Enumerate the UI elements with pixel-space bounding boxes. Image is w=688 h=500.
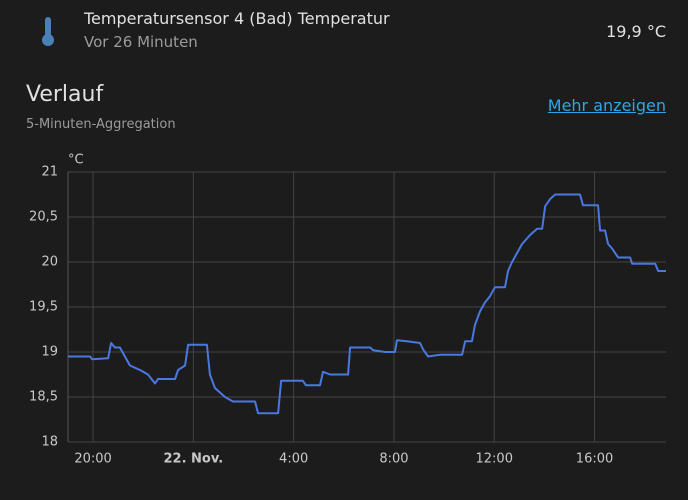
y-tick-label: 20	[41, 255, 58, 270]
thermometer-icon	[42, 17, 54, 46]
y-tick-label: 21	[41, 165, 58, 180]
x-tick-label: 8:00	[379, 452, 408, 467]
last-changed: Vor 26 Minuten	[84, 33, 198, 51]
entity-name: Temperatursensor 4 (Bad) Temperatur	[84, 9, 390, 28]
x-tick-label: 20:00	[74, 452, 111, 467]
y-tick-label: 19	[41, 345, 58, 360]
y-tick-label: 20,5	[29, 210, 58, 225]
y-tick-label: 19,5	[29, 300, 58, 315]
x-tick-label: 22. Nov.	[164, 452, 224, 467]
section-subtitle: 5-Minuten-Aggregation	[26, 117, 176, 132]
history-chart: °C 18 18,5 19 19,5 20 20,5 21 20:00 22. Nov. 4:00 8…	[29, 153, 666, 467]
y-tick-label: 18,5	[29, 390, 58, 405]
line-series	[68, 193, 666, 415]
x-tick-label: 12:00	[476, 452, 513, 467]
section-title: Verlauf	[26, 82, 104, 107]
x-tick-label: 4:00	[279, 452, 308, 467]
y-unit: °C	[68, 153, 84, 168]
show-more-link[interactable]: Mehr anzeigen	[547, 96, 666, 115]
y-tick-label: 18	[41, 435, 58, 450]
state: 19,9 °C	[606, 22, 666, 41]
x-tick-label: 16:00	[576, 452, 613, 467]
